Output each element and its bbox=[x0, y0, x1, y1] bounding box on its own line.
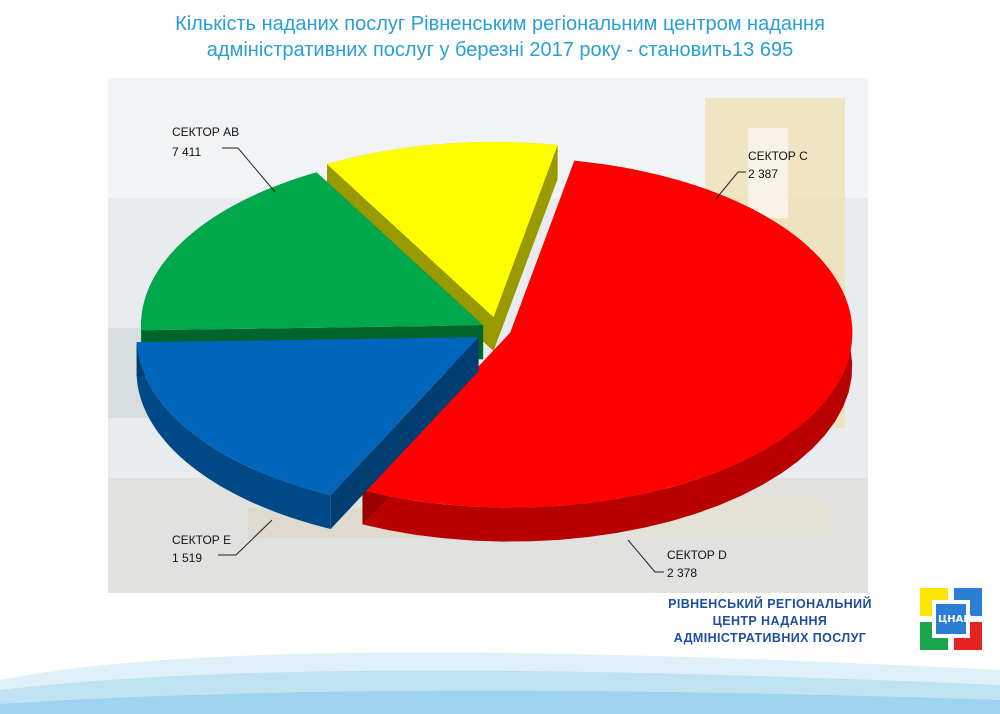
organization-name-line-3: АДМІНІСТРАТИВНИХ ПОСЛУГ bbox=[673, 631, 867, 645]
label-sector-e-name: СЕКТОР E bbox=[172, 533, 232, 547]
label-sector-e: СЕКТОР E 1 519 bbox=[172, 532, 231, 566]
leader-line-сектор-c bbox=[714, 171, 746, 201]
leader-line-сектор-e bbox=[218, 519, 273, 556]
label-sector-c: СЕКТОР C 2 387 bbox=[748, 148, 808, 182]
label-sector-ab-value: 7 411 bbox=[172, 145, 202, 159]
pie-slice-side bbox=[136, 342, 331, 529]
label-sector-c-name: СЕКТОР C bbox=[748, 149, 808, 163]
chart-title-line-2: адміністративних послуг у березні 2017 р… bbox=[206, 39, 794, 61]
pie-slice-top bbox=[141, 172, 484, 331]
label-sector-d-name: СЕКТОР D bbox=[667, 548, 727, 562]
pie-slice-сектор-ab bbox=[362, 160, 853, 542]
logo-text: ЦНАП bbox=[938, 614, 972, 625]
leader-line-сектор-d bbox=[627, 539, 664, 573]
pie-slice-edge bbox=[330, 337, 479, 529]
cnap-logo bbox=[920, 588, 982, 650]
pie-slice-top bbox=[136, 337, 479, 495]
label-sector-d-value: 2 378 bbox=[667, 566, 698, 580]
pie-slice-top bbox=[327, 141, 558, 317]
leader-line-сектор-ab bbox=[222, 147, 276, 193]
chart-title-line-1: Кількість наданих послуг Рівненським рег… bbox=[175, 13, 825, 35]
pie-slice-top bbox=[362, 160, 853, 508]
pie-slice-сектор-c bbox=[136, 337, 479, 529]
organization-name-line-2: ЦЕНТР НАДАННЯ bbox=[712, 614, 828, 628]
label-sector-d: СЕКТОР D 2 378 bbox=[667, 547, 727, 581]
label-sector-ab: СЕКТОР AB 7 411 bbox=[172, 124, 239, 160]
footer-wave bbox=[0, 652, 1000, 714]
organization-name: РІВНЕНСЬКИЙ РЕГІОНАЛЬНИЙ ЦЕНТР НАДАННЯ А… bbox=[640, 596, 900, 647]
label-sector-ab-name: СЕКТОР AB bbox=[172, 125, 240, 139]
pie-slice-edge bbox=[493, 145, 558, 351]
pie-slice-side bbox=[362, 160, 853, 542]
label-sector-e-value: 1 519 bbox=[172, 551, 203, 565]
organization-name-line-1: РІВНЕНСЬКИЙ РЕГІОНАЛЬНИЙ bbox=[668, 597, 872, 611]
label-sector-c-value: 2 387 bbox=[748, 167, 779, 181]
